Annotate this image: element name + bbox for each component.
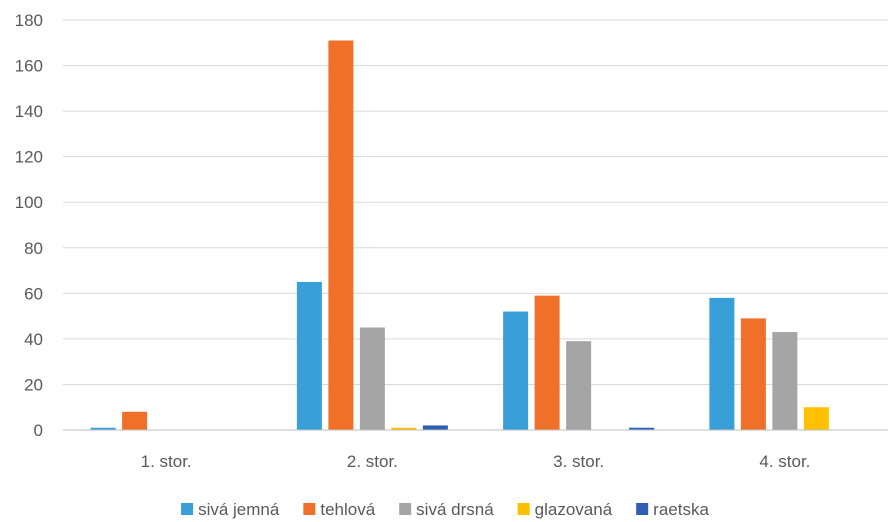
y-tick-label: 0 bbox=[34, 421, 43, 440]
y-tick-label: 80 bbox=[24, 239, 43, 258]
y-tick-label: 40 bbox=[24, 330, 43, 349]
bar-sivá-jemná-3 bbox=[709, 297, 735, 430]
y-tick-label: 180 bbox=[15, 11, 43, 30]
legend-label: sivá drsná bbox=[416, 500, 494, 519]
y-tick-label: 140 bbox=[15, 102, 43, 121]
bar-tehlová-0 bbox=[122, 411, 148, 430]
legend-item: sivá drsná bbox=[399, 500, 494, 519]
bars bbox=[90, 40, 829, 430]
bar-sivá-jemná-1 bbox=[296, 281, 322, 430]
legend-item: sivá jemná bbox=[181, 500, 280, 519]
x-category-label: 4. stor. bbox=[759, 452, 810, 471]
y-tick-label: 120 bbox=[15, 148, 43, 167]
x-category-label: 3. stor. bbox=[553, 452, 604, 471]
bar-glazovaná-3 bbox=[803, 407, 829, 430]
bar-tehlová-2 bbox=[534, 295, 560, 430]
y-tick-label: 100 bbox=[15, 193, 43, 212]
bar-sivá-drsná-2 bbox=[566, 341, 592, 430]
bar-raetska-1 bbox=[422, 425, 448, 430]
legend-label: tehlová bbox=[320, 500, 375, 519]
bar-raetska-2 bbox=[629, 427, 655, 430]
legend-item: raetska bbox=[636, 500, 709, 519]
legend-label: raetska bbox=[653, 500, 709, 519]
bar-sivá-jemná-0 bbox=[90, 427, 116, 430]
legend-swatch bbox=[399, 503, 412, 515]
legend-item: glazovaná bbox=[517, 500, 613, 519]
legend-swatch bbox=[636, 503, 649, 515]
y-tick-label: 160 bbox=[15, 57, 43, 76]
x-category-label: 1. stor. bbox=[141, 452, 192, 471]
bar-sivá-drsná-3 bbox=[772, 332, 798, 430]
legend-swatch bbox=[517, 503, 530, 515]
legend-label: sivá jemná bbox=[198, 500, 280, 519]
legend: sivá jemná tehlová sivá drsná glazovaná raet… bbox=[181, 500, 709, 519]
legend-item: tehlová bbox=[303, 500, 376, 519]
bar-tehlová-3 bbox=[740, 318, 766, 430]
y-axis-tick-labels: 0 20 40 60 80 100 120 140 160 180 bbox=[15, 11, 43, 440]
bar-tehlová-1 bbox=[328, 40, 354, 430]
x-axis-category-labels: 1. stor. 2. stor. 3. stor. 4. stor. bbox=[141, 452, 811, 471]
gridlines bbox=[63, 19, 888, 385]
bar-sivá-drsná-1 bbox=[359, 327, 385, 430]
bar-glazovaná-1 bbox=[391, 427, 417, 430]
y-tick-label: 60 bbox=[24, 284, 43, 303]
y-tick-label: 20 bbox=[24, 375, 43, 394]
legend-swatch bbox=[303, 503, 316, 515]
legend-swatch bbox=[181, 503, 194, 515]
bar-sivá-jemná-2 bbox=[503, 311, 529, 430]
legend-label: glazovaná bbox=[535, 500, 613, 519]
x-category-label: 2. stor. bbox=[347, 452, 398, 471]
